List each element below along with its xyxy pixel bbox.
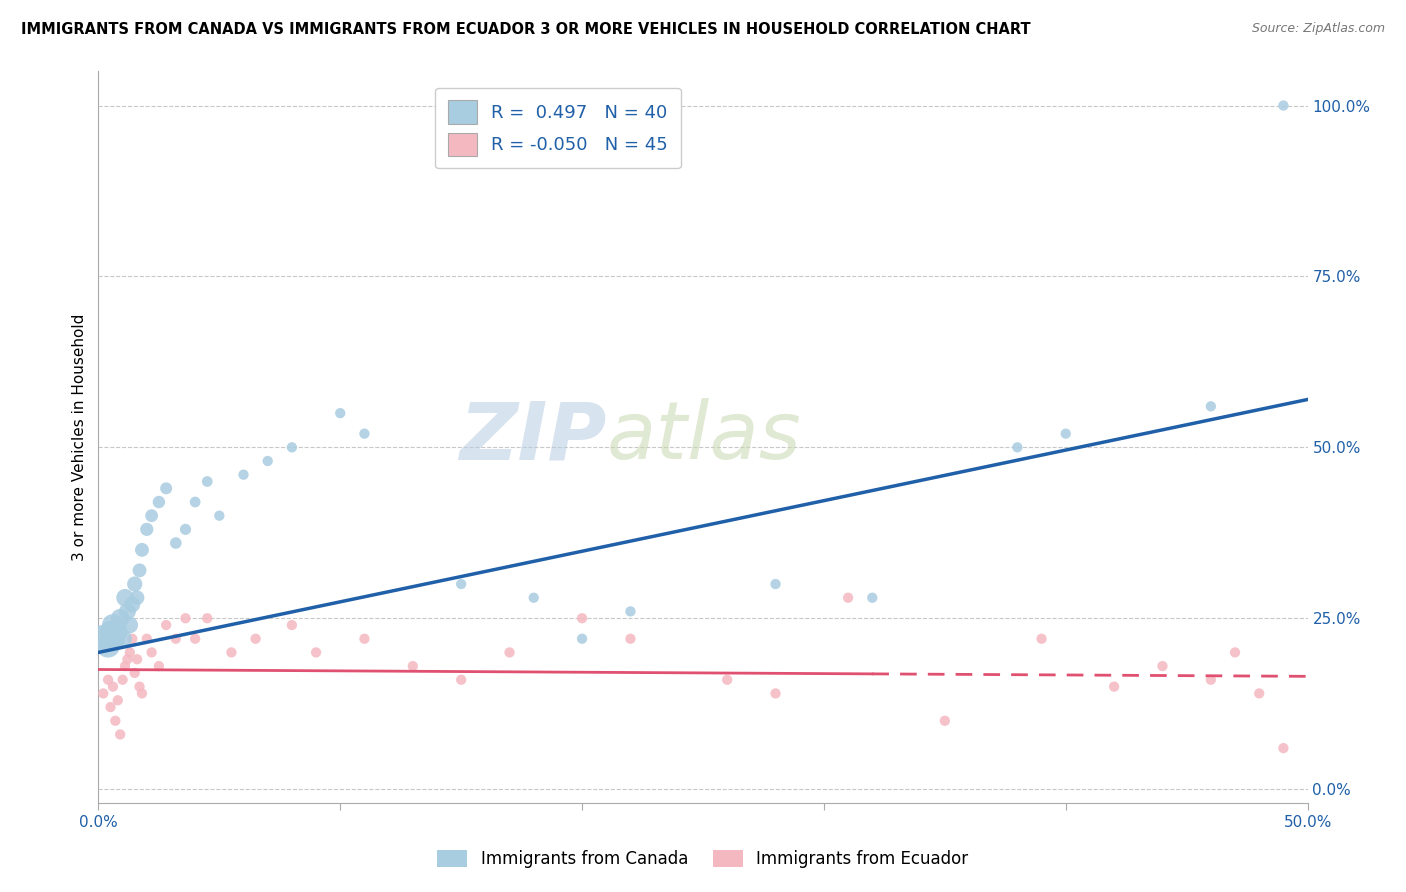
Point bbox=[124, 665, 146, 680]
Point bbox=[141, 645, 163, 659]
Point bbox=[97, 639, 120, 653]
Point bbox=[1272, 741, 1295, 756]
Point bbox=[281, 618, 304, 632]
Point bbox=[135, 632, 157, 646]
Point bbox=[1007, 440, 1029, 454]
Point bbox=[353, 426, 375, 441]
Point bbox=[114, 659, 136, 673]
Point bbox=[450, 673, 472, 687]
Legend: Immigrants from Canada, Immigrants from Ecuador: Immigrants from Canada, Immigrants from … bbox=[430, 843, 976, 875]
Point bbox=[107, 693, 129, 707]
Point bbox=[1031, 632, 1053, 646]
Point bbox=[131, 686, 153, 700]
Point bbox=[174, 611, 197, 625]
Point bbox=[256, 454, 278, 468]
Point bbox=[184, 632, 207, 646]
Point bbox=[1102, 680, 1125, 694]
Legend: R =  0.497   N = 40, R = -0.050   N = 45: R = 0.497 N = 40, R = -0.050 N = 45 bbox=[436, 87, 681, 169]
Point bbox=[135, 522, 157, 536]
Point bbox=[934, 714, 956, 728]
Point bbox=[1199, 673, 1222, 687]
Point bbox=[195, 475, 218, 489]
Point bbox=[195, 611, 218, 625]
Text: atlas: atlas bbox=[606, 398, 801, 476]
Point bbox=[117, 652, 139, 666]
Point bbox=[165, 632, 187, 646]
Point bbox=[100, 700, 122, 714]
Point bbox=[131, 542, 153, 557]
Point bbox=[124, 577, 146, 591]
Point bbox=[114, 591, 136, 605]
Point bbox=[208, 508, 231, 523]
Point bbox=[121, 632, 143, 646]
Point bbox=[232, 467, 254, 482]
Point bbox=[571, 632, 593, 646]
Point bbox=[91, 686, 114, 700]
Point bbox=[104, 714, 127, 728]
Point bbox=[107, 624, 129, 639]
Point bbox=[329, 406, 352, 420]
Point bbox=[245, 632, 267, 646]
Point bbox=[523, 591, 546, 605]
Point bbox=[128, 680, 150, 694]
Point bbox=[221, 645, 243, 659]
Point bbox=[97, 673, 120, 687]
Point bbox=[837, 591, 859, 605]
Point bbox=[104, 632, 127, 646]
Point bbox=[860, 591, 883, 605]
Point bbox=[1223, 645, 1246, 659]
Point bbox=[765, 686, 787, 700]
Point bbox=[184, 495, 207, 509]
Point bbox=[1054, 426, 1077, 441]
Point bbox=[141, 508, 163, 523]
Point bbox=[127, 652, 149, 666]
Point bbox=[118, 645, 141, 659]
Point bbox=[402, 659, 425, 673]
Point bbox=[155, 618, 177, 632]
Point bbox=[101, 680, 124, 694]
Point bbox=[305, 645, 328, 659]
Y-axis label: 3 or more Vehicles in Household: 3 or more Vehicles in Household bbox=[72, 313, 87, 561]
Point bbox=[148, 659, 170, 673]
Point bbox=[128, 563, 150, 577]
Point bbox=[1272, 98, 1295, 112]
Point bbox=[1199, 400, 1222, 414]
Point bbox=[117, 604, 139, 618]
Point bbox=[108, 611, 131, 625]
Point bbox=[100, 624, 122, 639]
Point bbox=[108, 727, 131, 741]
Point bbox=[765, 577, 787, 591]
Text: Source: ZipAtlas.com: Source: ZipAtlas.com bbox=[1251, 22, 1385, 36]
Point bbox=[101, 618, 124, 632]
Point bbox=[619, 604, 641, 618]
Point bbox=[571, 611, 593, 625]
Point bbox=[111, 632, 134, 646]
Point bbox=[174, 522, 197, 536]
Point bbox=[111, 673, 134, 687]
Point bbox=[281, 440, 304, 454]
Point bbox=[1249, 686, 1271, 700]
Point bbox=[498, 645, 520, 659]
Point bbox=[1152, 659, 1174, 673]
Point bbox=[127, 591, 149, 605]
Point bbox=[716, 673, 738, 687]
Point bbox=[118, 618, 141, 632]
Point bbox=[353, 632, 375, 646]
Point bbox=[121, 598, 143, 612]
Text: ZIP: ZIP bbox=[458, 398, 606, 476]
Point bbox=[450, 577, 472, 591]
Point bbox=[148, 495, 170, 509]
Point bbox=[619, 632, 641, 646]
Point bbox=[165, 536, 187, 550]
Text: IMMIGRANTS FROM CANADA VS IMMIGRANTS FROM ECUADOR 3 OR MORE VEHICLES IN HOUSEHOL: IMMIGRANTS FROM CANADA VS IMMIGRANTS FRO… bbox=[21, 22, 1031, 37]
Point bbox=[155, 481, 177, 495]
Point bbox=[91, 632, 114, 646]
